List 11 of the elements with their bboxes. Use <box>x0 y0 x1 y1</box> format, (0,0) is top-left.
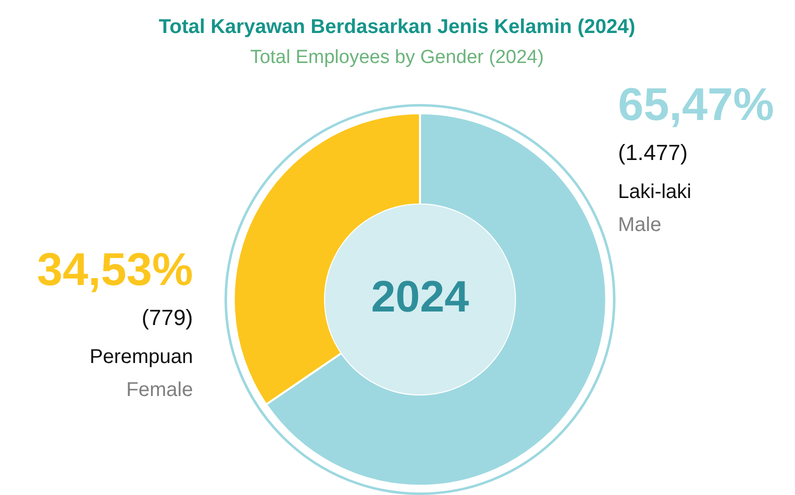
text: 34,53% <box>36 243 193 295</box>
text: Female <box>126 379 193 401</box>
text: Male <box>618 214 662 236</box>
text: 2024 <box>371 272 470 322</box>
chart-title: Total Karyawan Berdasarkan Jenis Kelamin (2024) <box>158 16 636 38</box>
data-label: (1.477) <box>618 140 688 165</box>
slice-label: Laki-laki <box>618 181 692 203</box>
text: 65,47% <box>618 78 774 130</box>
slice-label: Perempuan <box>90 346 193 368</box>
data-label: (779) <box>142 305 193 330</box>
chart-subtitle: Total Employees by Gender (2024) <box>250 47 544 68</box>
